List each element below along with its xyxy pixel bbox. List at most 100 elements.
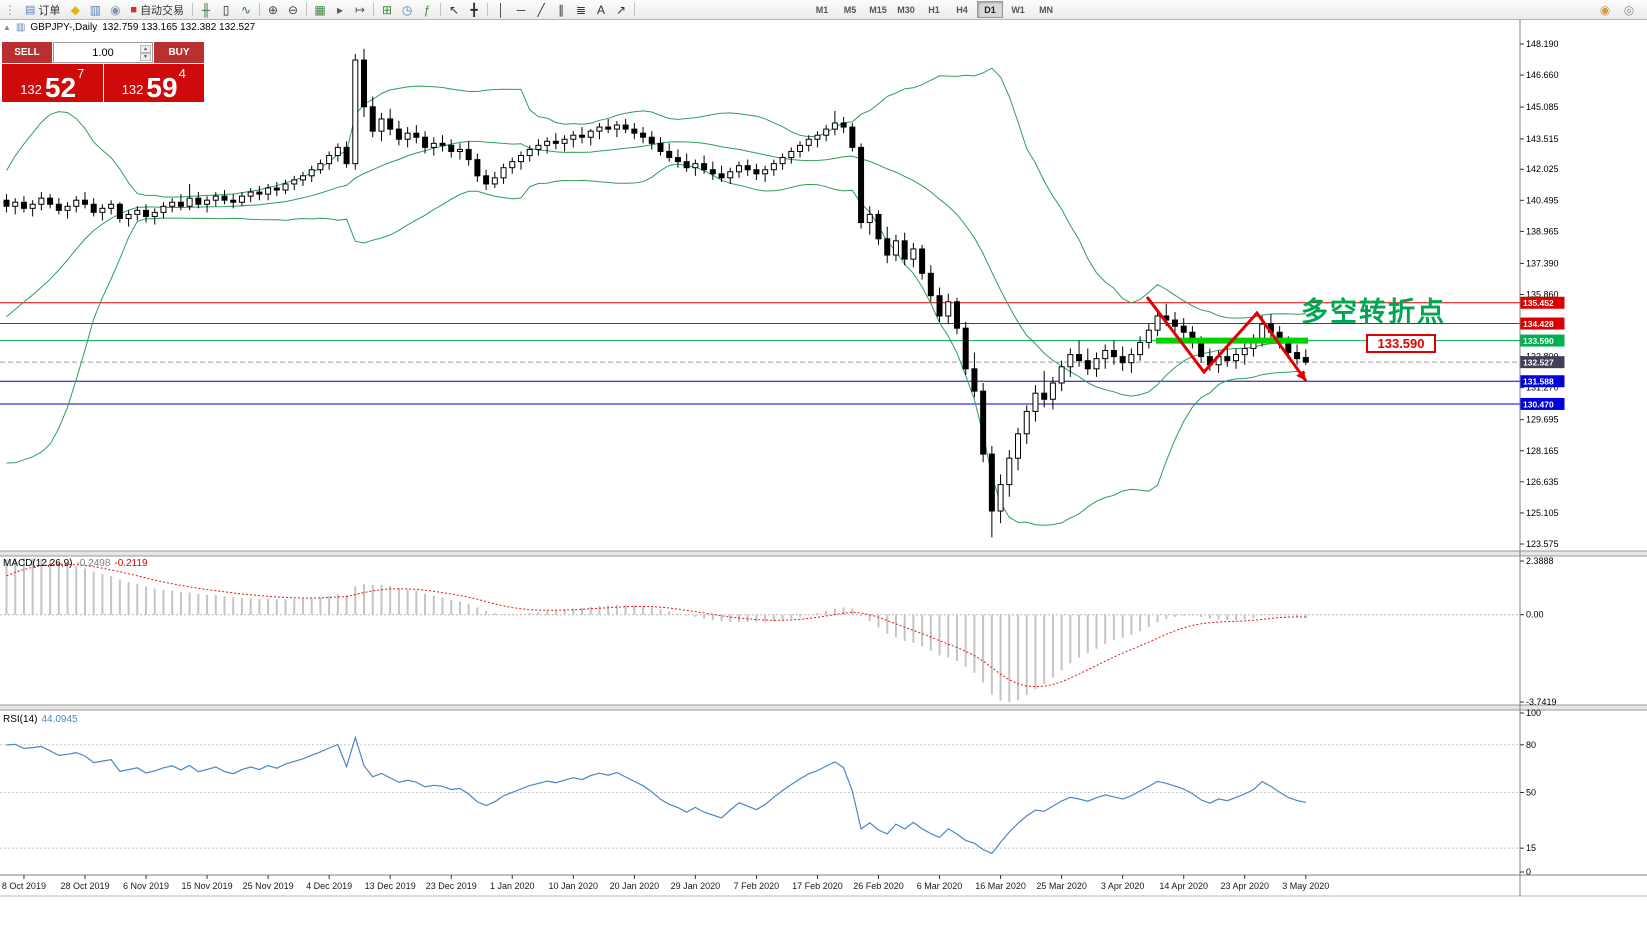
trendline-icon: ╱ — [537, 2, 545, 17]
autotrade-button-label: 自动交易 — [140, 4, 185, 17]
timeframe-h4-button[interactable]: H4 — [956, 4, 968, 15]
channel-icon[interactable]: ∥ — [551, 1, 571, 18]
rsi-value: 44.0945 — [41, 714, 78, 725]
market-watch-icon: ▥ — [89, 2, 102, 17]
svg-text:138.965: 138.965 — [1526, 226, 1559, 236]
macd-main-value: -0.2498 — [76, 558, 111, 569]
rsi-panel — [0, 735, 1520, 855]
sell-price-main: 52 — [44, 72, 77, 104]
community-icon: ◉ — [110, 2, 121, 17]
chart-window-icon: ▥ — [15, 22, 26, 33]
tile-windows-icon: ▦ — [314, 2, 326, 17]
orders-button[interactable]: ▤ 订单 — [20, 1, 65, 18]
svg-text:126.635: 126.635 — [1526, 477, 1559, 487]
community-icon[interactable]: ◉ — [105, 1, 125, 18]
rsi-indicator-label: RSI(14) 44.0945 — [3, 714, 82, 725]
svg-text:132.527: 132.527 — [1523, 358, 1554, 368]
indicators-icon: ƒ — [423, 2, 431, 17]
bars-chart-icon[interactable]: ╫ — [196, 1, 216, 18]
svg-text:4 Dec 2019: 4 Dec 2019 — [306, 881, 352, 891]
new-chart-icon: ⊞ — [382, 2, 393, 17]
macd-signal-value: -0.2119 — [114, 558, 148, 569]
price-scale[interactable]: 148.190 146.660 145.085 143.515 142.025 140.4… — [1519, 19, 1565, 896]
volume-input[interactable]: 1.00 ▲ ▼ — [53, 42, 153, 63]
crosshair-icon[interactable]: ╋ — [464, 1, 484, 18]
zoom-out-icon[interactable]: ⊖ — [283, 1, 303, 18]
zoom-in-icon[interactable]: ⊕ — [263, 1, 283, 18]
svg-text:146.660: 146.660 — [1526, 70, 1559, 80]
chart-drawn-annotations[interactable] — [1145, 296, 1308, 382]
svg-text:130.470: 130.470 — [1523, 399, 1554, 409]
auto-scroll-icon[interactable]: ↦ — [350, 1, 370, 18]
svg-text:125.105: 125.105 — [1526, 508, 1559, 518]
zoom-in-icon: ⊕ — [268, 2, 279, 17]
market-watch-icon[interactable]: ▥ — [85, 1, 105, 18]
timeframe-m1-button[interactable]: M1 — [815, 4, 829, 15]
timeframe-h1-button[interactable]: H1 — [928, 4, 940, 15]
new-chart-icon[interactable]: ⊞ — [377, 1, 397, 18]
price-level-annotation-box[interactable]: 133.590 — [1366, 334, 1436, 353]
arrows-icon[interactable]: ↗ — [611, 1, 631, 18]
mql5-account-icon[interactable]: ◉ — [1599, 2, 1611, 17]
horizontal-line-icon: ─ — [516, 2, 526, 17]
candlestick-chart-icon[interactable]: ▯ — [216, 1, 236, 18]
line-chart-icon[interactable]: ∿ — [236, 1, 256, 18]
timeframe-d1-button[interactable]: D1 — [977, 1, 1004, 18]
timeframe-mn-button[interactable]: MN — [1039, 4, 1054, 15]
svg-text:8 Oct 2019: 8 Oct 2019 — [2, 881, 46, 891]
sell-price-button[interactable]: 132 52 7 — [2, 64, 103, 102]
timeframe-w1-button[interactable]: W1 — [1011, 4, 1025, 15]
trendline-icon[interactable]: ╱ — [531, 1, 551, 18]
tile-windows-icon[interactable]: ▦ — [310, 1, 330, 18]
orders-button-label: 订单 — [38, 4, 61, 17]
cursor-icon[interactable]: ↖ — [444, 1, 464, 18]
toolbar-separator — [259, 3, 261, 16]
svg-text:100: 100 — [1526, 708, 1541, 718]
toolbar-separator — [634, 3, 636, 16]
text-label-icon[interactable]: A — [591, 1, 611, 18]
toolbar-right-group: ◉ ◎ — [1595, 1, 1639, 18]
svg-text:140.495: 140.495 — [1526, 195, 1559, 205]
macd-panel — [0, 558, 1520, 702]
chart-shift-icon[interactable]: ▸ — [330, 1, 350, 18]
profiles-icon[interactable]: ◷ — [397, 1, 417, 18]
buy-price-main: 59 — [146, 72, 178, 104]
svg-text:134.428: 134.428 — [1523, 319, 1554, 329]
grip-handle-icon[interactable]: ⋮ — [0, 1, 20, 18]
indicators-icon[interactable]: ƒ — [417, 1, 437, 18]
svg-text:15 Nov 2019: 15 Nov 2019 — [182, 881, 233, 891]
timeframe-m30-button[interactable]: M30 — [897, 4, 915, 15]
help-icon[interactable]: ◎ — [1623, 2, 1635, 17]
svg-text:0.00: 0.00 — [1526, 610, 1544, 620]
autotrade-button[interactable]: ■ 自动交易 — [125, 1, 189, 18]
volume-down-button[interactable]: ▼ — [140, 52, 151, 61]
svg-text:123.575: 123.575 — [1526, 539, 1559, 549]
new-order-icon[interactable]: ◆ — [65, 1, 85, 18]
svg-text:20 Jan 2020: 20 Jan 2020 — [610, 881, 660, 891]
timeframe-m5-button[interactable]: M5 — [843, 4, 857, 15]
orders-icon: ▤ — [25, 4, 36, 16]
timeframe-m15-button[interactable]: M15 — [869, 4, 887, 15]
date-axis[interactable]: 8 Oct 2019 28 Oct 2019 6 Nov 2019 15 Nov 20… — [2, 875, 1329, 891]
toolbar-separator — [487, 3, 489, 16]
one-click-trading-panel: SELL 1.00 ▲ ▼ BUY 132 52 7 132 59 4 — [2, 42, 204, 102]
svg-text:2.3888: 2.3888 — [1526, 556, 1554, 566]
vertical-line-icon[interactable]: │ — [491, 1, 511, 18]
sell-button[interactable]: SELL — [2, 42, 52, 63]
svg-text:13 Dec 2019: 13 Dec 2019 — [365, 881, 416, 891]
horizontal-level-lines[interactable] — [0, 302, 1520, 405]
buy-button[interactable]: BUY — [154, 42, 204, 63]
svg-text:-3.7419: -3.7419 — [1526, 697, 1557, 707]
bars-chart-icon: ╫ — [201, 2, 211, 17]
fibonacci-icon: ≣ — [576, 2, 587, 17]
arrows-icon: ↗ — [616, 2, 627, 17]
buy-price-button[interactable]: 132 59 4 — [103, 64, 204, 104]
turning-point-annotation[interactable]: 多空转折点 — [1301, 297, 1446, 327]
fibonacci-icon[interactable]: ≣ — [571, 1, 591, 18]
chart-title: ▲ ▥ GBPJPY-,Daily 132.759 133.165 132.38… — [3, 22, 255, 33]
horizontal-line-icon[interactable]: ─ — [511, 1, 531, 18]
svg-text:80: 80 — [1526, 740, 1536, 750]
volume-up-button[interactable]: ▲ — [140, 44, 151, 53]
cursor-icon: ↖ — [449, 2, 460, 17]
panel-collapse-icon[interactable]: ▲ — [3, 23, 11, 32]
